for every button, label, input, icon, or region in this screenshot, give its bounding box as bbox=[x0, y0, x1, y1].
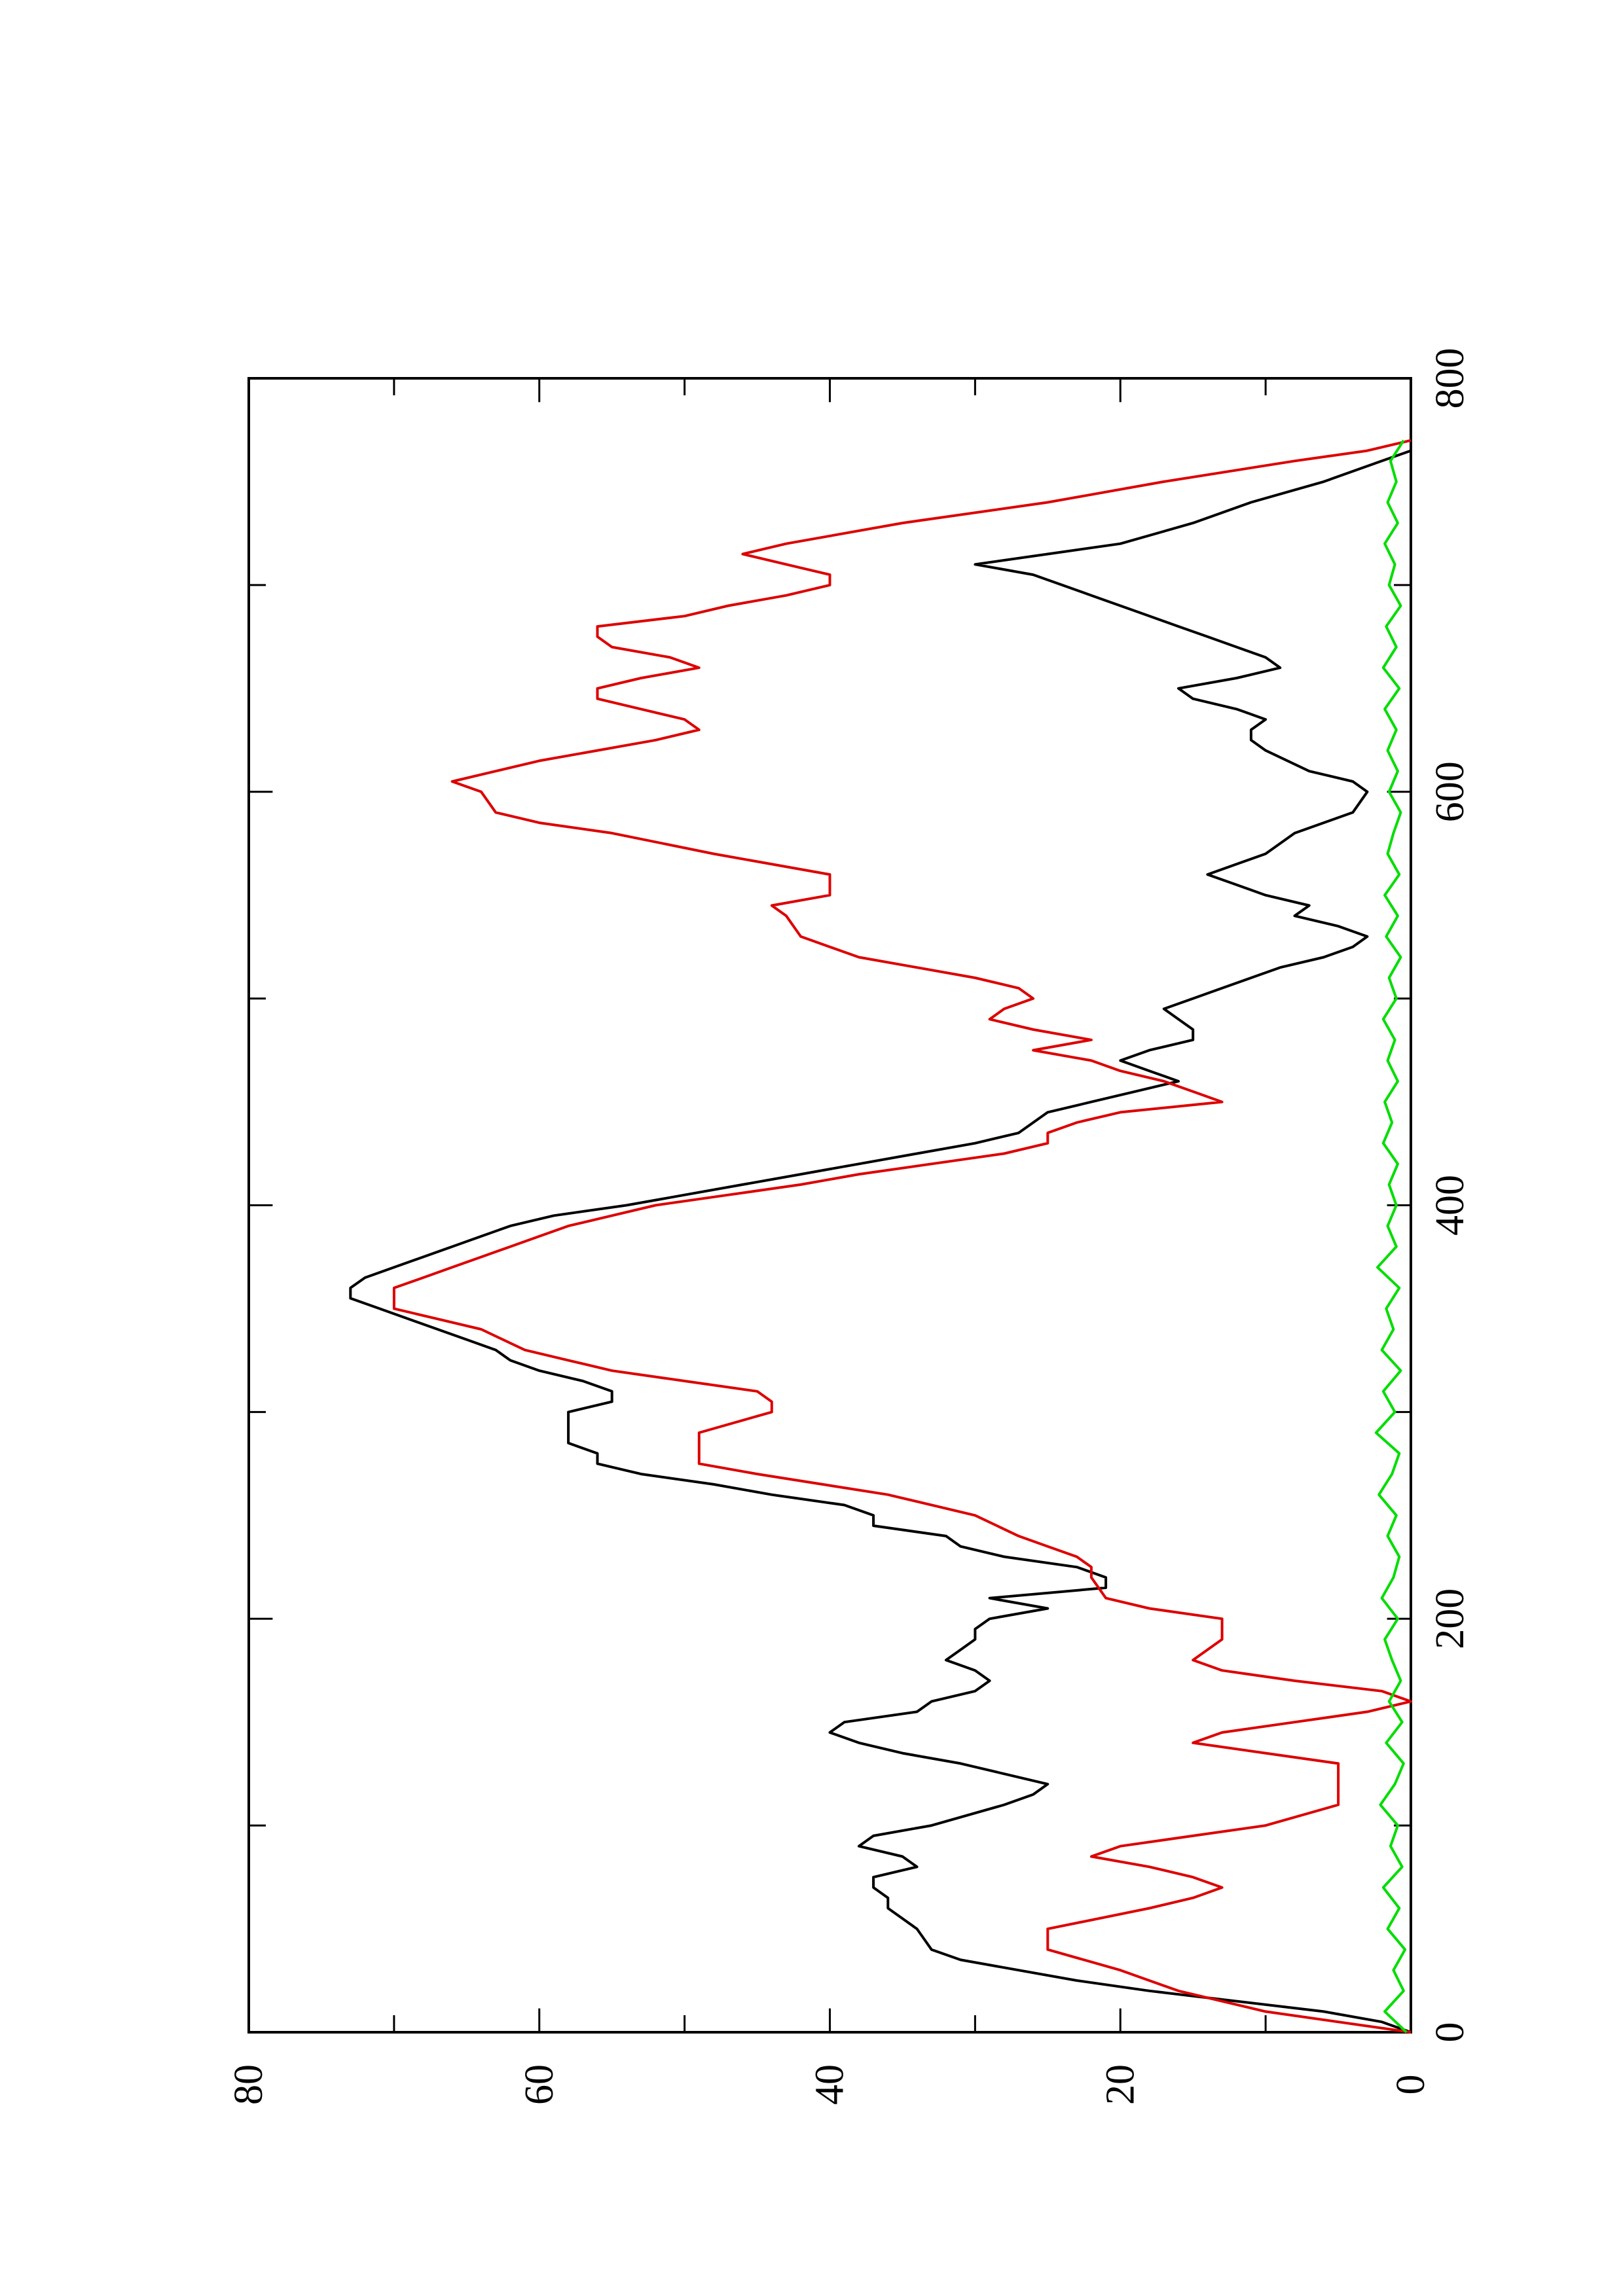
y-tick-label: 40 bbox=[808, 2064, 852, 2105]
x-tick-label: 0 bbox=[1428, 2022, 1472, 2043]
x-tick-label: 400 bbox=[1428, 1175, 1472, 1236]
y-tick-label: 0 bbox=[1389, 2075, 1433, 2095]
axis-ticks-group bbox=[247, 377, 1412, 2034]
y-tick-label: 60 bbox=[517, 2064, 562, 2105]
series-red-step-line bbox=[392, 439, 1412, 2034]
x-tick-label: 200 bbox=[1428, 1588, 1472, 1649]
series-black-line bbox=[349, 449, 1412, 2034]
x-tick-label: 800 bbox=[1428, 348, 1472, 409]
plot-border bbox=[247, 377, 1412, 2034]
series-group bbox=[349, 439, 1412, 2034]
y-tick-label: 80 bbox=[227, 2064, 271, 2105]
y-tick-label: 20 bbox=[1098, 2064, 1142, 2105]
plot-frame-group bbox=[247, 377, 1412, 2034]
x-tick-label: 600 bbox=[1428, 761, 1472, 822]
tick-labels-group: 0 200 400 600 800 0 20 40 60 80 bbox=[227, 348, 1472, 2106]
series-green-noise-line bbox=[1374, 439, 1408, 2034]
